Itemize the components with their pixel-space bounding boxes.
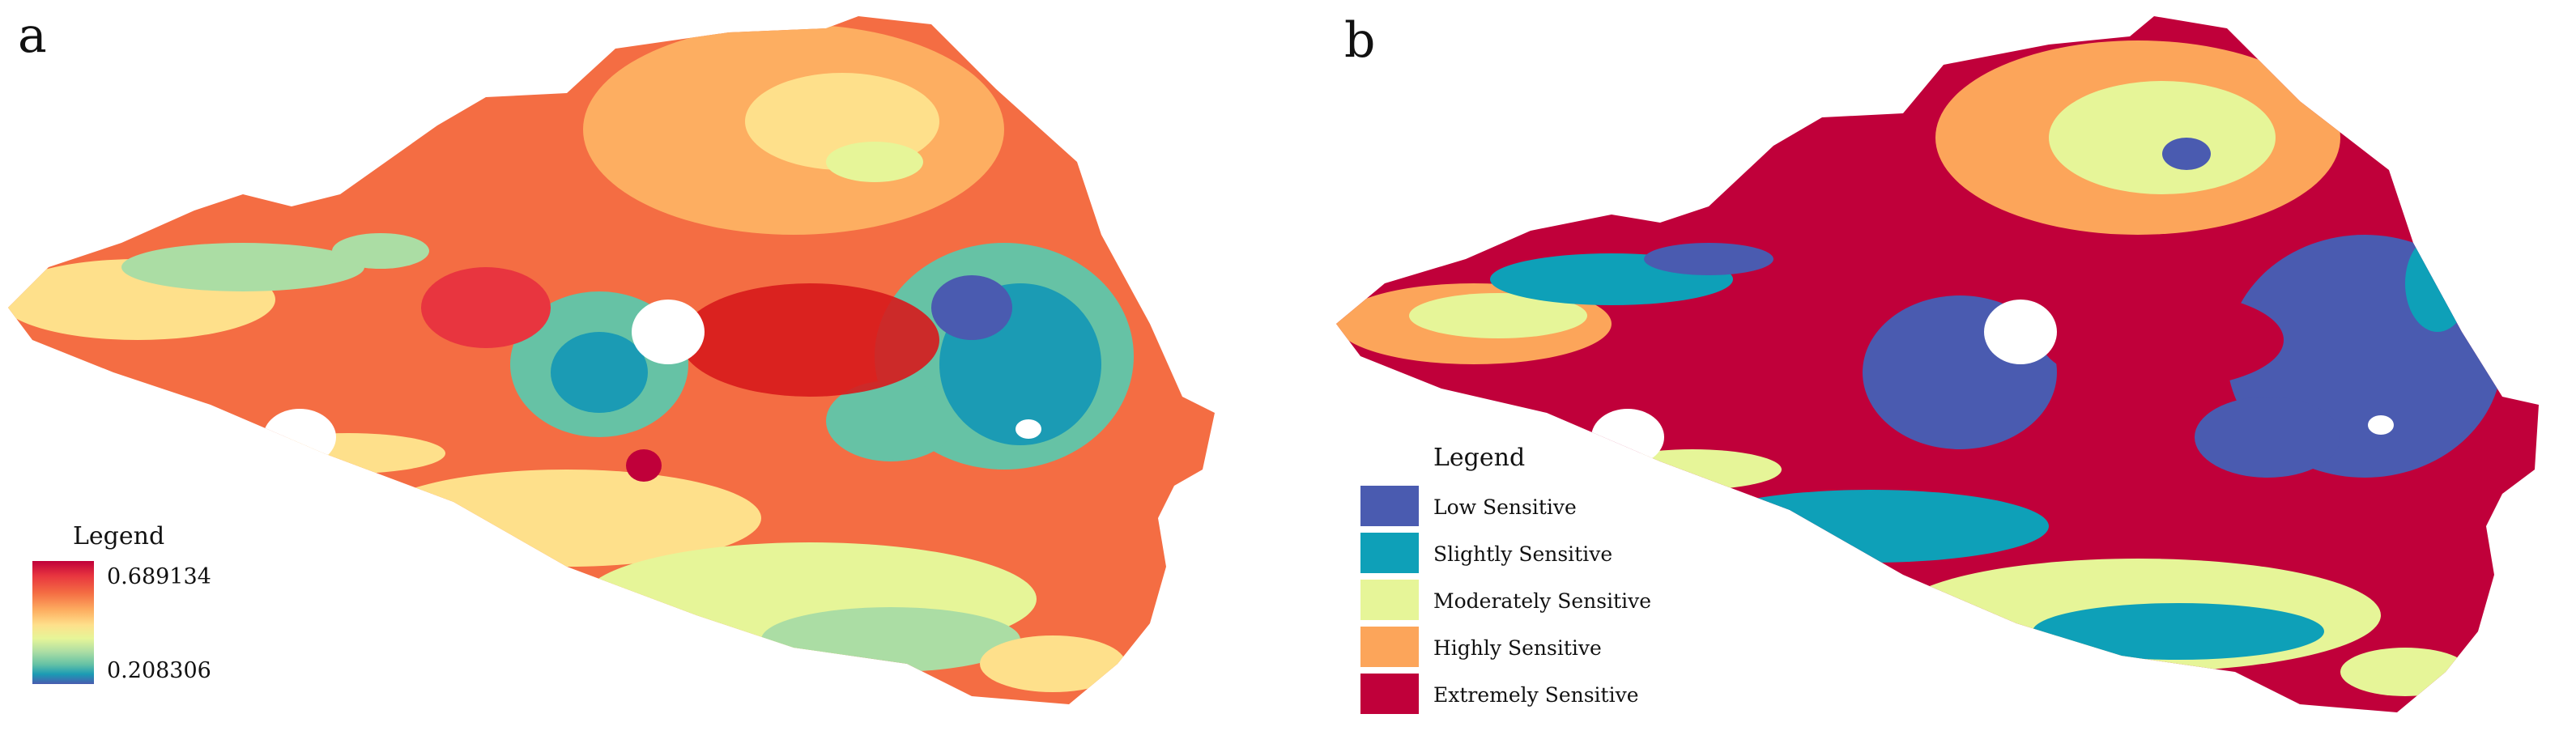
sensitivity-index-map — [8, 16, 1215, 704]
legend-swatch — [1360, 580, 1419, 620]
legend-item-moderately: Moderately Sensitive — [1360, 580, 1684, 622]
legend-swatch — [1360, 627, 1419, 667]
legend-item-label: Slightly Sensitive — [1433, 542, 1613, 566]
legend-swatch — [1360, 674, 1419, 714]
legend-item-label: Highly Sensitive — [1433, 636, 1602, 660]
legend-title: Legend — [73, 522, 165, 550]
legend-item-low: Low Sensitive — [1360, 486, 1684, 528]
legend-item-label: Moderately Sensitive — [1433, 589, 1652, 613]
legend-swatch — [1360, 533, 1419, 573]
legend-item-slightly: Slightly Sensitive — [1360, 533, 1684, 575]
legend-item-label: Extremely Sensitive — [1433, 683, 1639, 707]
legend-item-highly: Highly Sensitive — [1360, 627, 1684, 669]
legend-min-value: 0.208306 — [107, 658, 211, 683]
legend: Legend Low Sensitive Slightly Sensitive … — [1360, 444, 1684, 719]
sensitivity-class-map — [1336, 16, 2539, 712]
panel-label: a — [18, 7, 47, 64]
map-panel-b: b Legend Low Sensitive Slightly Sensitiv… — [1288, 0, 2575, 731]
color-ramp — [32, 561, 94, 684]
panel-label: b — [1344, 12, 1376, 69]
legend-swatch — [1360, 486, 1419, 526]
legend-item-extremely: Extremely Sensitive — [1360, 674, 1684, 716]
legend-max-value: 0.689134 — [107, 564, 211, 589]
legend-item-label: Low Sensitive — [1433, 495, 1577, 519]
legend-title: Legend — [1433, 444, 1526, 472]
legend: Legend 0.689134 0.208306 — [32, 522, 227, 700]
map-panel-a: a Legend 0.689134 0.208306 — [8, 7, 1215, 704]
